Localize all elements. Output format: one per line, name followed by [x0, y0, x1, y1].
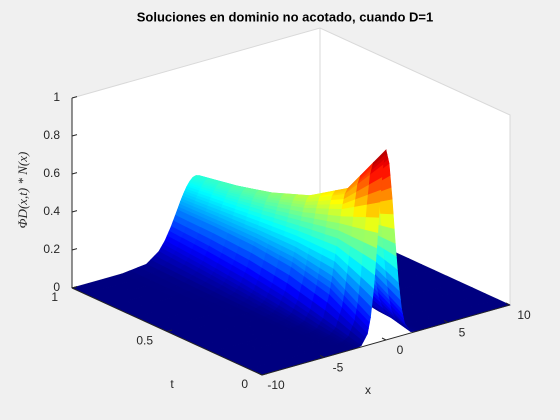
z-tick [71, 172, 78, 175]
chart-title: Soluciones en dominio no acotado, cuando… [137, 9, 434, 24]
z-tick [71, 210, 78, 213]
z-tick-label: 0.2 [43, 242, 60, 256]
x-tick [443, 320, 449, 323]
x-tick-label: 5 [459, 326, 466, 340]
x-tick-label: 0 [397, 343, 404, 357]
x-axis [261, 304, 511, 376]
z-tick-label: 0 [53, 280, 60, 294]
y-axis-label: t [170, 377, 174, 391]
x-tick [505, 302, 511, 306]
z-tick [71, 134, 78, 137]
x-tick-label: 10 [517, 308, 531, 322]
x-tick-label: -5 [333, 361, 344, 375]
y-tick [71, 286, 78, 289]
surface-patch [365, 202, 381, 219]
z-axis-label: ΦD(x,t) * N(x) [15, 152, 30, 229]
surface-patch [329, 198, 345, 205]
surface-patch [379, 198, 394, 215]
z-tick-label: 1 [53, 90, 60, 104]
z-tick [71, 248, 78, 251]
surface-patch [316, 204, 331, 210]
y-axis [71, 287, 263, 376]
z-tick-label: 0.4 [43, 204, 60, 218]
x-axis-label: x [365, 383, 371, 397]
surface-patch [353, 204, 368, 218]
y-tick-label: 1 [51, 290, 58, 304]
y-tick [261, 373, 268, 376]
y-tick-label: 0 [241, 377, 248, 391]
x-tick-label: -10 [267, 378, 285, 392]
z-tick-label: 0.6 [43, 166, 60, 180]
z-tick [71, 96, 78, 99]
x-tick [381, 337, 387, 341]
y-tick [166, 329, 173, 332]
x-tick [319, 355, 325, 358]
z-tick-label: 0.8 [43, 128, 60, 142]
surface-patch [328, 204, 344, 210]
surface-patch [317, 199, 332, 206]
axes: 0 0.2 0.4 0.6 0.8 1 -10 -5 0 5 10 0 0.5 1 [43, 90, 531, 392]
y-tick-label: 0.5 [136, 334, 153, 348]
surface [71, 149, 511, 376]
